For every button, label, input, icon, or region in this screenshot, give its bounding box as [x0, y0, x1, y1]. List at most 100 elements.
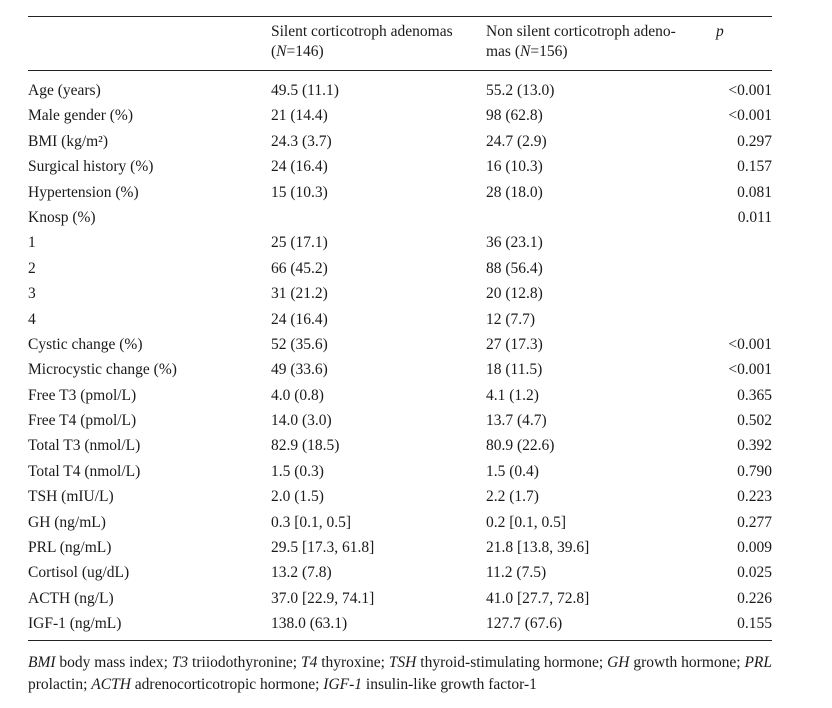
cell-nonsilent: 21.8 [13.8, 39.6] [486, 535, 589, 560]
row-label: Age (years) [28, 78, 101, 103]
cell-nonsilent: 88 (56.4) [486, 256, 543, 281]
row-label: Cystic change (%) [28, 332, 143, 357]
cell-silent: 66 (45.2) [271, 256, 328, 281]
cell-silent: 2.0 (1.5) [271, 484, 324, 509]
cell-silent: 52 (35.6) [271, 332, 328, 357]
table-body: Age (years) 49.5 (11.1) 55.2 (13.0) <0.001 M… [28, 78, 772, 637]
cell-silent: 24.3 (3.7) [271, 129, 332, 154]
header-silent: Silent corticotroph adenomas (N=146) [271, 22, 481, 62]
cell-p-value: 0.277 [737, 510, 772, 535]
row-label: Hypertension (%) [28, 180, 139, 205]
table-row: IGF-1 (ng/mL) 138.0 (63.1) 127.7 (67.6) 0.1… [28, 611, 772, 636]
cell-p-value: <0.001 [728, 357, 772, 382]
cell-nonsilent: 55.2 (13.0) [486, 78, 554, 103]
cell-silent: 24 (16.4) [271, 154, 328, 179]
table-row: Total T4 (nmol/L) 1.5 (0.3) 1.5 (0.4) 0.790 [28, 459, 772, 484]
row-label: 2 [28, 256, 36, 281]
cell-nonsilent: 36 (23.1) [486, 230, 543, 255]
cell-nonsilent: 2.2 (1.7) [486, 484, 539, 509]
table-footnote: BMI body mass index; T3 triiodothyronine… [28, 652, 788, 696]
footnote-definition: thyroid-stimulating hormone; [416, 654, 607, 671]
table-row: Hypertension (%) 15 (10.3) 28 (18.0) 0.081 [28, 180, 772, 205]
table-row: Microcystic change (%) 49 (33.6) 18 (11.5)… [28, 357, 772, 382]
cell-p-value: 0.009 [737, 535, 772, 560]
row-label: 4 [28, 307, 36, 332]
table-row: 3 31 (21.2) 20 (12.8) [28, 281, 772, 306]
cell-nonsilent: 13.7 (4.7) [486, 408, 547, 433]
cell-nonsilent: 20 (12.8) [486, 281, 543, 306]
table-row: 1 25 (17.1) 36 (23.1) [28, 230, 772, 255]
table-row: BMI (kg/m²) 24.3 (3.7) 24.7 (2.9) 0.297 [28, 129, 772, 154]
cell-silent: 82.9 (18.5) [271, 433, 339, 458]
cell-silent: 24 (16.4) [271, 307, 328, 332]
footnote-abbr: ACTH [91, 676, 131, 693]
row-label: Surgical history (%) [28, 154, 153, 179]
row-label: 3 [28, 281, 36, 306]
table-row: Free T4 (pmol/L) 14.0 (3.0) 13.7 (4.7) 0.50… [28, 408, 772, 433]
row-label: Total T4 (nmol/L) [28, 459, 140, 484]
cell-silent: 31 (21.2) [271, 281, 328, 306]
footnote-definition: body mass index; [56, 654, 172, 671]
footnote-abbr: BMI [28, 654, 56, 671]
cell-silent: 21 (14.4) [271, 103, 328, 128]
row-label: Free T4 (pmol/L) [28, 408, 136, 433]
header-silent-title: Silent corticotroph adenomas [271, 23, 453, 40]
cell-p-value: 0.790 [737, 459, 772, 484]
cell-silent: 37.0 [22.9, 74.1] [271, 586, 374, 611]
cell-p-value: 0.155 [737, 611, 772, 636]
cell-silent: 15 (10.3) [271, 180, 328, 205]
cell-nonsilent: 4.1 (1.2) [486, 383, 539, 408]
cell-silent: 49.5 (11.1) [271, 78, 339, 103]
header-nonsilent-n-value: =156) [530, 43, 567, 60]
cell-silent: 13.2 (7.8) [271, 560, 332, 585]
cell-p-value: 0.226 [737, 586, 772, 611]
row-label: Free T3 (pmol/L) [28, 383, 136, 408]
cell-silent: 14.0 (3.0) [271, 408, 332, 433]
table-row: Male gender (%) 21 (14.4) 98 (62.8) <0.001 [28, 103, 772, 128]
table-header-rule [28, 70, 772, 71]
row-label: Cortisol (ug/dL) [28, 560, 129, 585]
cell-p-value: <0.001 [728, 103, 772, 128]
cell-p-value: 0.297 [737, 129, 772, 154]
cell-nonsilent: 0.2 [0.1, 0.5] [486, 510, 566, 535]
cell-nonsilent: 18 (11.5) [486, 357, 542, 382]
cell-nonsilent: 1.5 (0.4) [486, 459, 539, 484]
cell-nonsilent: 11.2 (7.5) [486, 560, 546, 585]
row-label: ACTH (ng/L) [28, 586, 114, 611]
table-bottom-rule [28, 640, 772, 641]
table-row: Surgical history (%) 24 (16.4) 16 (10.3) 0.… [28, 154, 772, 179]
cell-silent: 4.0 (0.8) [271, 383, 324, 408]
footnote-abbr: T4 [301, 654, 317, 671]
table-row: Knosp (%) 0.011 [28, 205, 772, 230]
row-label: TSH (mIU/L) [28, 484, 114, 509]
footnote-definition: growth hormone; [630, 654, 745, 671]
table-row: 2 66 (45.2) 88 (56.4) [28, 256, 772, 281]
row-label: GH (ng/mL) [28, 510, 106, 535]
cell-p-value: 0.157 [737, 154, 772, 179]
cell-silent: 25 (17.1) [271, 230, 328, 255]
table-row: Age (years) 49.5 (11.1) 55.2 (13.0) <0.001 [28, 78, 772, 103]
header-silent-n-value: =146) [287, 43, 324, 60]
table-top-rule [28, 16, 772, 17]
header-nonsilent-title-line2: mas ( [486, 43, 520, 60]
header-nonsilent-n-symbol: N [520, 43, 530, 60]
cell-silent: 1.5 (0.3) [271, 459, 324, 484]
footnote-definition: prolactin; [28, 676, 91, 693]
footnote-abbr: T3 [172, 654, 188, 671]
table-row: Total T3 (nmol/L) 82.9 (18.5) 80.9 (22.6) 0… [28, 433, 772, 458]
footnote-abbr: IGF-1 [323, 676, 362, 693]
row-label: Total T3 (nmol/L) [28, 433, 140, 458]
cell-nonsilent: 127.7 (67.6) [486, 611, 562, 636]
table-row: TSH (mIU/L) 2.0 (1.5) 2.2 (1.7) 0.223 [28, 484, 772, 509]
cell-p-value: 0.223 [737, 484, 772, 509]
cell-nonsilent: 41.0 [27.7, 72.8] [486, 586, 589, 611]
cell-silent: 49 (33.6) [271, 357, 328, 382]
row-label: Male gender (%) [28, 103, 133, 128]
table-row: PRL (ng/mL) 29.5 [17.3, 61.8] 21.8 [13.8, … [28, 535, 772, 560]
table-row: Free T3 (pmol/L) 4.0 (0.8) 4.1 (1.2) 0.365 [28, 383, 772, 408]
footnote-definition: adrenocorticotropic hormone; [131, 676, 323, 693]
table-row: GH (ng/mL) 0.3 [0.1, 0.5] 0.2 [0.1, 0.5] 0.… [28, 510, 772, 535]
row-label: BMI (kg/m²) [28, 129, 108, 154]
table-row: 4 24 (16.4) 12 (7.7) [28, 307, 772, 332]
cell-p-value: 0.392 [737, 433, 772, 458]
